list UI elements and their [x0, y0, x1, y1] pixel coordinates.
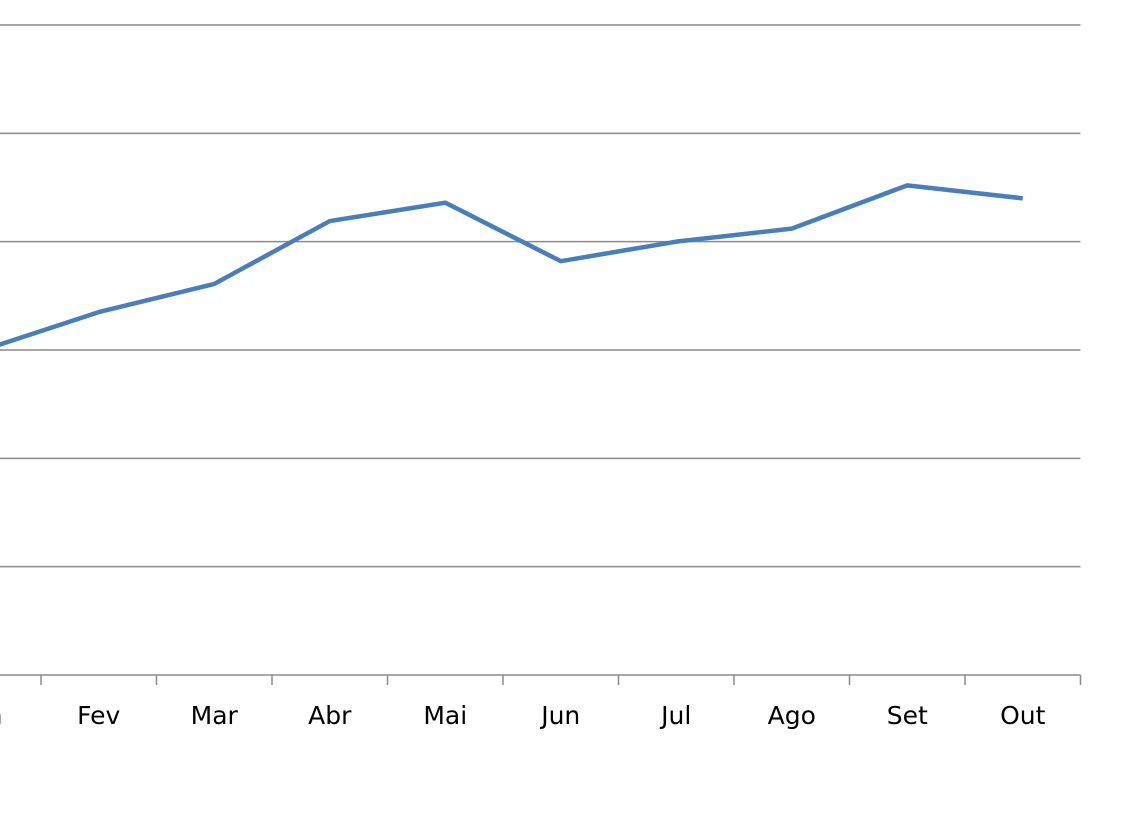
x-tick-label: Mar	[191, 701, 239, 730]
x-tick-label: Jun	[539, 701, 580, 730]
x-tick-label: Out	[1000, 701, 1046, 730]
line-series	[0, 183, 1024, 347]
x-tick-label: Abr	[308, 701, 352, 730]
x-tick-label: Jul	[659, 701, 691, 730]
x-tick-label: Jan	[0, 701, 3, 730]
x-tick-label: Mai	[423, 701, 467, 730]
x-tick-label: Set	[887, 701, 928, 730]
x-tick-label: Ago	[768, 701, 816, 730]
x-tick-label: Fev	[77, 701, 120, 730]
